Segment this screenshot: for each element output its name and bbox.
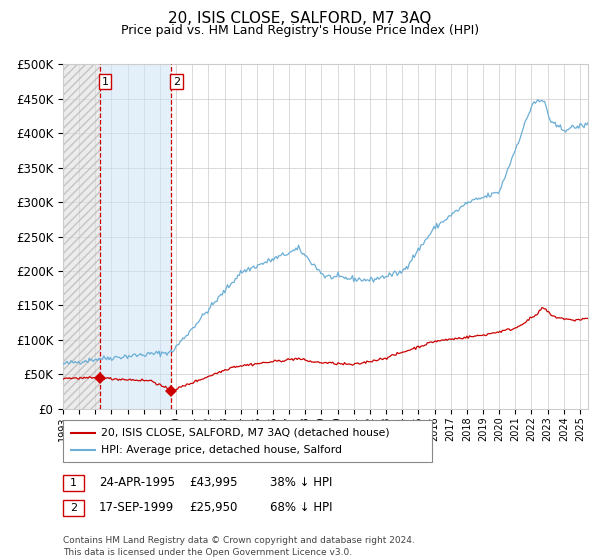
Text: 24-APR-1995: 24-APR-1995 [99, 476, 175, 489]
Text: HPI: Average price, detached house, Salford: HPI: Average price, detached house, Salf… [101, 445, 342, 455]
Text: Contains HM Land Registry data © Crown copyright and database right 2024.: Contains HM Land Registry data © Crown c… [63, 536, 415, 545]
Text: 68% ↓ HPI: 68% ↓ HPI [270, 501, 332, 515]
Bar [100, 64, 172, 409]
Text: 2: 2 [173, 77, 180, 87]
Text: 20, ISIS CLOSE, SALFORD, M7 3AQ: 20, ISIS CLOSE, SALFORD, M7 3AQ [169, 11, 431, 26]
Text: 20, ISIS CLOSE, SALFORD, M7 3AQ (detached house): 20, ISIS CLOSE, SALFORD, M7 3AQ (detache… [101, 428, 389, 437]
Text: 1: 1 [70, 478, 77, 488]
Text: £25,950: £25,950 [189, 501, 238, 515]
Text: £43,995: £43,995 [189, 476, 238, 489]
Text: 1: 1 [101, 77, 109, 87]
Text: Price paid vs. HM Land Registry's House Price Index (HPI): Price paid vs. HM Land Registry's House … [121, 24, 479, 36]
Text: 38% ↓ HPI: 38% ↓ HPI [270, 476, 332, 489]
Bar [63, 64, 100, 409]
Text: This data is licensed under the Open Government Licence v3.0.: This data is licensed under the Open Gov… [63, 548, 352, 557]
Text: 17-SEP-1999: 17-SEP-1999 [99, 501, 174, 515]
Text: 2: 2 [70, 503, 77, 513]
